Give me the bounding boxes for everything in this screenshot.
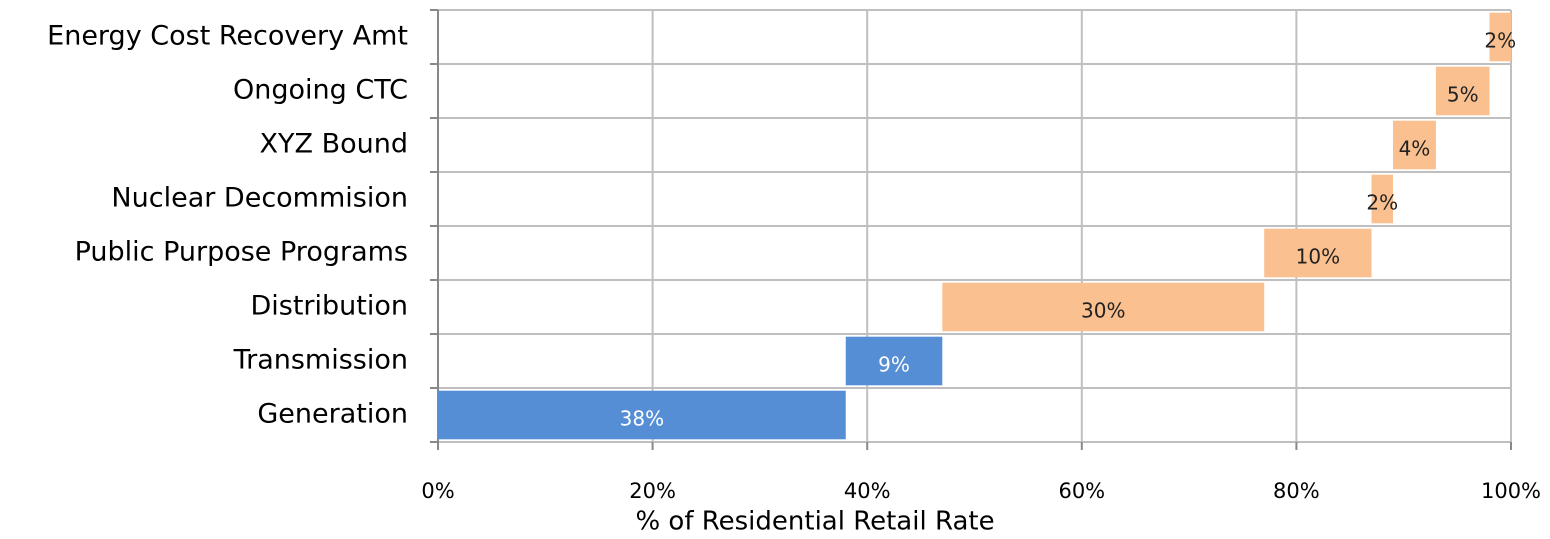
bar: [438, 390, 846, 440]
bar: [1392, 120, 1436, 170]
y-tick-label: Generation: [257, 399, 408, 430]
x-tick-label: 20%: [629, 479, 676, 503]
x-tick-label: 100%: [1481, 479, 1541, 503]
data-label: 5%: [1447, 83, 1479, 107]
data-label: 2%: [1484, 29, 1516, 53]
data-label: 30%: [1081, 299, 1125, 323]
bar: [1435, 66, 1490, 116]
y-tick-label: Nuclear Decommision: [111, 183, 408, 214]
y-tick-label: Transmission: [233, 345, 408, 376]
x-tick-label: 80%: [1273, 479, 1320, 503]
x-axis-label: % of Residential Retail Rate: [635, 507, 994, 537]
y-tick-label: Distribution: [250, 291, 408, 322]
data-label: 38%: [620, 407, 664, 431]
x-tick-label: 60%: [1058, 479, 1105, 503]
data-label: 9%: [878, 353, 910, 377]
bar: [1264, 228, 1372, 278]
y-tick-label: XYZ Bound: [260, 129, 408, 160]
bar: [1489, 12, 1511, 62]
bar: [942, 282, 1265, 332]
x-tick-label: 0%: [421, 479, 454, 503]
bar: [845, 336, 943, 386]
bar: [1371, 174, 1393, 224]
data-label: 4%: [1399, 137, 1431, 161]
y-tick-label: Public Purpose Programs: [75, 237, 408, 268]
y-tick-label: Ongoing CTC: [233, 75, 408, 106]
data-label: 10%: [1296, 245, 1340, 269]
data-label: 2%: [1366, 191, 1398, 215]
y-tick-label: Energy Cost Recovery Amt: [47, 21, 408, 52]
x-tick-label: 40%: [844, 479, 891, 503]
